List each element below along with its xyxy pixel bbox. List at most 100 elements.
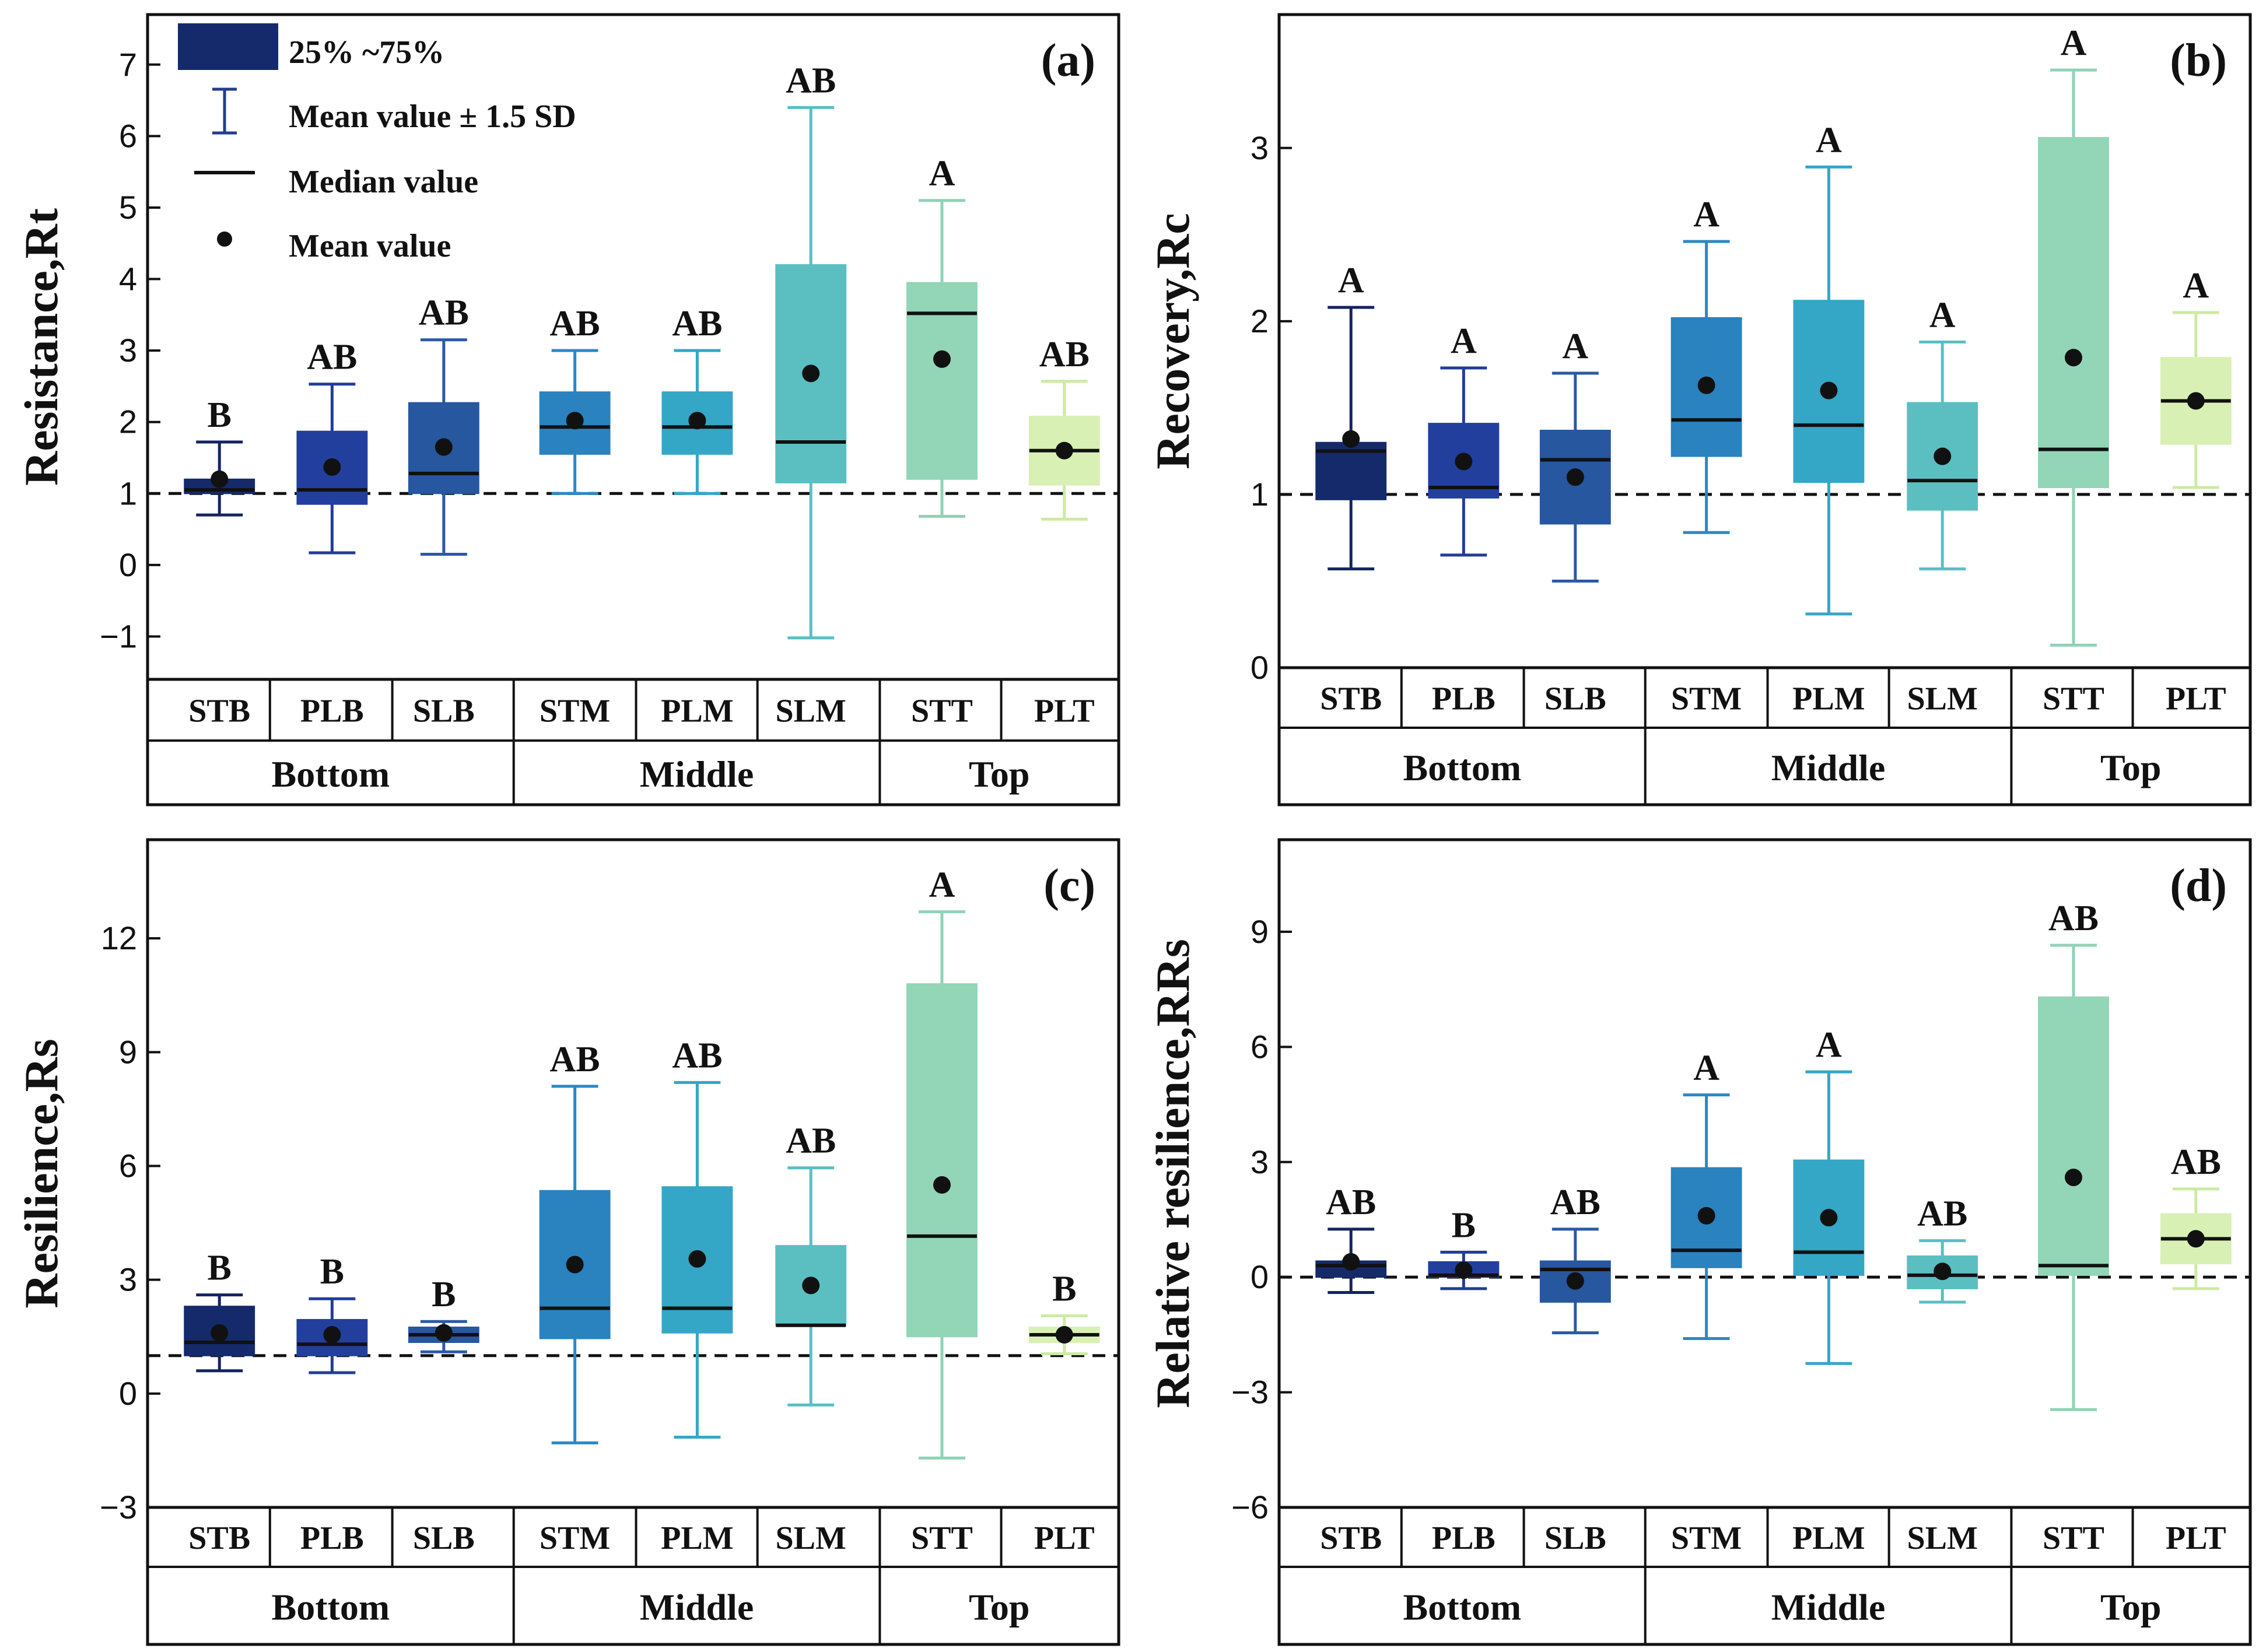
y-tick-label: 3 — [1251, 129, 1269, 166]
category-label: PLB — [1432, 1520, 1496, 1556]
significance-letter: AB — [786, 61, 836, 100]
box-PLB: A — [1428, 321, 1500, 557]
category-label: STT — [911, 1520, 973, 1556]
mean-point — [1934, 1262, 1952, 1281]
group-label: Bottom — [1403, 1587, 1522, 1628]
category-label: STT — [2043, 681, 2104, 717]
y-tick-label: 9 — [1251, 913, 1269, 950]
mean-point — [566, 1255, 584, 1274]
legend-box-label: 25% ~75% — [289, 34, 444, 71]
mean-point — [435, 1324, 453, 1342]
y-tick-label: 6 — [1251, 1028, 1269, 1065]
significance-letter: AB — [307, 338, 357, 377]
mean-point — [933, 1176, 951, 1194]
significance-letter: A — [1816, 1025, 1842, 1065]
mean-point — [1566, 1272, 1584, 1290]
y-axis-title: Resilience,Rs — [15, 1039, 68, 1308]
significance-letter: B — [1452, 1205, 1476, 1245]
mean-point — [802, 364, 820, 383]
group-label: Bottom — [272, 1587, 390, 1628]
mean-point — [2187, 1230, 2205, 1248]
box-PLM: A — [1793, 120, 1865, 616]
group-label: Top — [2100, 747, 2161, 788]
panel-label: (d) — [2170, 860, 2227, 911]
category-label: PLB — [1432, 681, 1496, 717]
mean-point — [1697, 1206, 1715, 1225]
category-label: STM — [540, 1520, 610, 1556]
box-SLM: AB — [775, 1121, 847, 1407]
y-tick-label: 1 — [119, 475, 137, 511]
significance-letter: AB — [1039, 335, 1090, 374]
mean-point — [323, 458, 341, 476]
y-axis-title: Resistance,Rt — [15, 208, 68, 486]
significance-letter: A — [1693, 1048, 1719, 1088]
plot-frame — [146, 13, 1120, 806]
category-label: PLB — [300, 693, 364, 729]
y-axis-title: Recovery,Rc — [1146, 213, 1199, 469]
mean-point — [2064, 1169, 2082, 1187]
panel-label: (b) — [2170, 35, 2227, 86]
significance-letter: A — [1929, 295, 1956, 335]
group-label: Top — [969, 1587, 1029, 1628]
legend: 25% ~75% Mean value ± 1.5 SD Median value M… — [178, 23, 576, 264]
y-tick-label: 3 — [119, 332, 137, 369]
significance-letter: AB — [550, 1040, 600, 1079]
category-label: STT — [911, 693, 973, 729]
box-PLM: A — [1793, 1025, 1865, 1365]
category-label: PLT — [1034, 693, 1095, 729]
mean-point — [802, 1276, 820, 1295]
box-STM: AB — [539, 304, 611, 495]
mean-point — [688, 1250, 706, 1268]
y-tick-label: 0 — [119, 546, 137, 583]
group-label: Top — [969, 753, 1029, 795]
significance-letter: A — [1562, 327, 1588, 366]
mean-point — [2064, 349, 2082, 367]
mean-point — [1820, 381, 1838, 399]
mean-point — [1697, 376, 1715, 394]
y-tick-label: −6 — [1231, 1489, 1269, 1525]
box-STM: A — [1670, 195, 1742, 534]
box-STT: A — [2038, 23, 2109, 647]
legend-mean-label: Mean value — [289, 228, 451, 264]
mean-point — [211, 470, 229, 488]
y-tick-label: 0 — [1251, 1258, 1269, 1295]
significance-letter: A — [1693, 195, 1719, 234]
group-label: Bottom — [272, 753, 390, 795]
significance-letter: AB — [786, 1121, 836, 1161]
box-STB: AB — [1315, 1183, 1387, 1294]
category-label: SLB — [1544, 681, 1606, 717]
group-label: Middle — [640, 753, 754, 795]
panel-label: (c) — [1043, 860, 1095, 911]
box-PLM: AB — [661, 1036, 733, 1439]
y-tick-label: 0 — [1251, 649, 1269, 686]
significance-letter: A — [1338, 261, 1364, 300]
category-label: PLM — [661, 693, 733, 729]
box-PLM: AB — [661, 304, 733, 495]
significance-letter: A — [1816, 120, 1842, 160]
y-tick-label: 7 — [119, 46, 137, 83]
legend-whisker-label: Mean value ± 1.5 SD — [289, 99, 576, 135]
mean-point — [566, 412, 584, 430]
significance-letter: B — [208, 395, 232, 435]
category-label: PLT — [1034, 1520, 1095, 1556]
legend-median-label: Median value — [289, 164, 478, 200]
box-STB: B — [184, 395, 255, 517]
y-tick-label: 6 — [119, 117, 137, 154]
y-tick-label: 2 — [119, 404, 137, 440]
box-PLB: AB — [296, 338, 368, 555]
y-tick-label: 12 — [101, 920, 137, 956]
panel-a: −1 0 1 2 3 4 5 6 7 Resistance,Rt B AB AB AB AB AB A AB STB… — [15, 13, 1120, 806]
box-SLB: B — [408, 1275, 479, 1353]
category-label: STT — [2043, 1520, 2104, 1556]
group-label: Bottom — [1403, 747, 1522, 788]
mean-point — [1566, 468, 1584, 486]
panel-b: 0 1 2 3 Recovery,Rc A A A A A A A A STB PLB SLB STM PLM SL… — [1146, 13, 2252, 806]
mean-point — [1934, 447, 1952, 465]
category-label: STB — [188, 693, 250, 729]
significance-letter: B — [320, 1252, 344, 1292]
category-label: SLB — [1544, 1520, 1606, 1556]
significance-letter: A — [929, 865, 955, 905]
y-tick-label: 0 — [119, 1375, 137, 1412]
significance-letter: B — [1052, 1269, 1076, 1309]
